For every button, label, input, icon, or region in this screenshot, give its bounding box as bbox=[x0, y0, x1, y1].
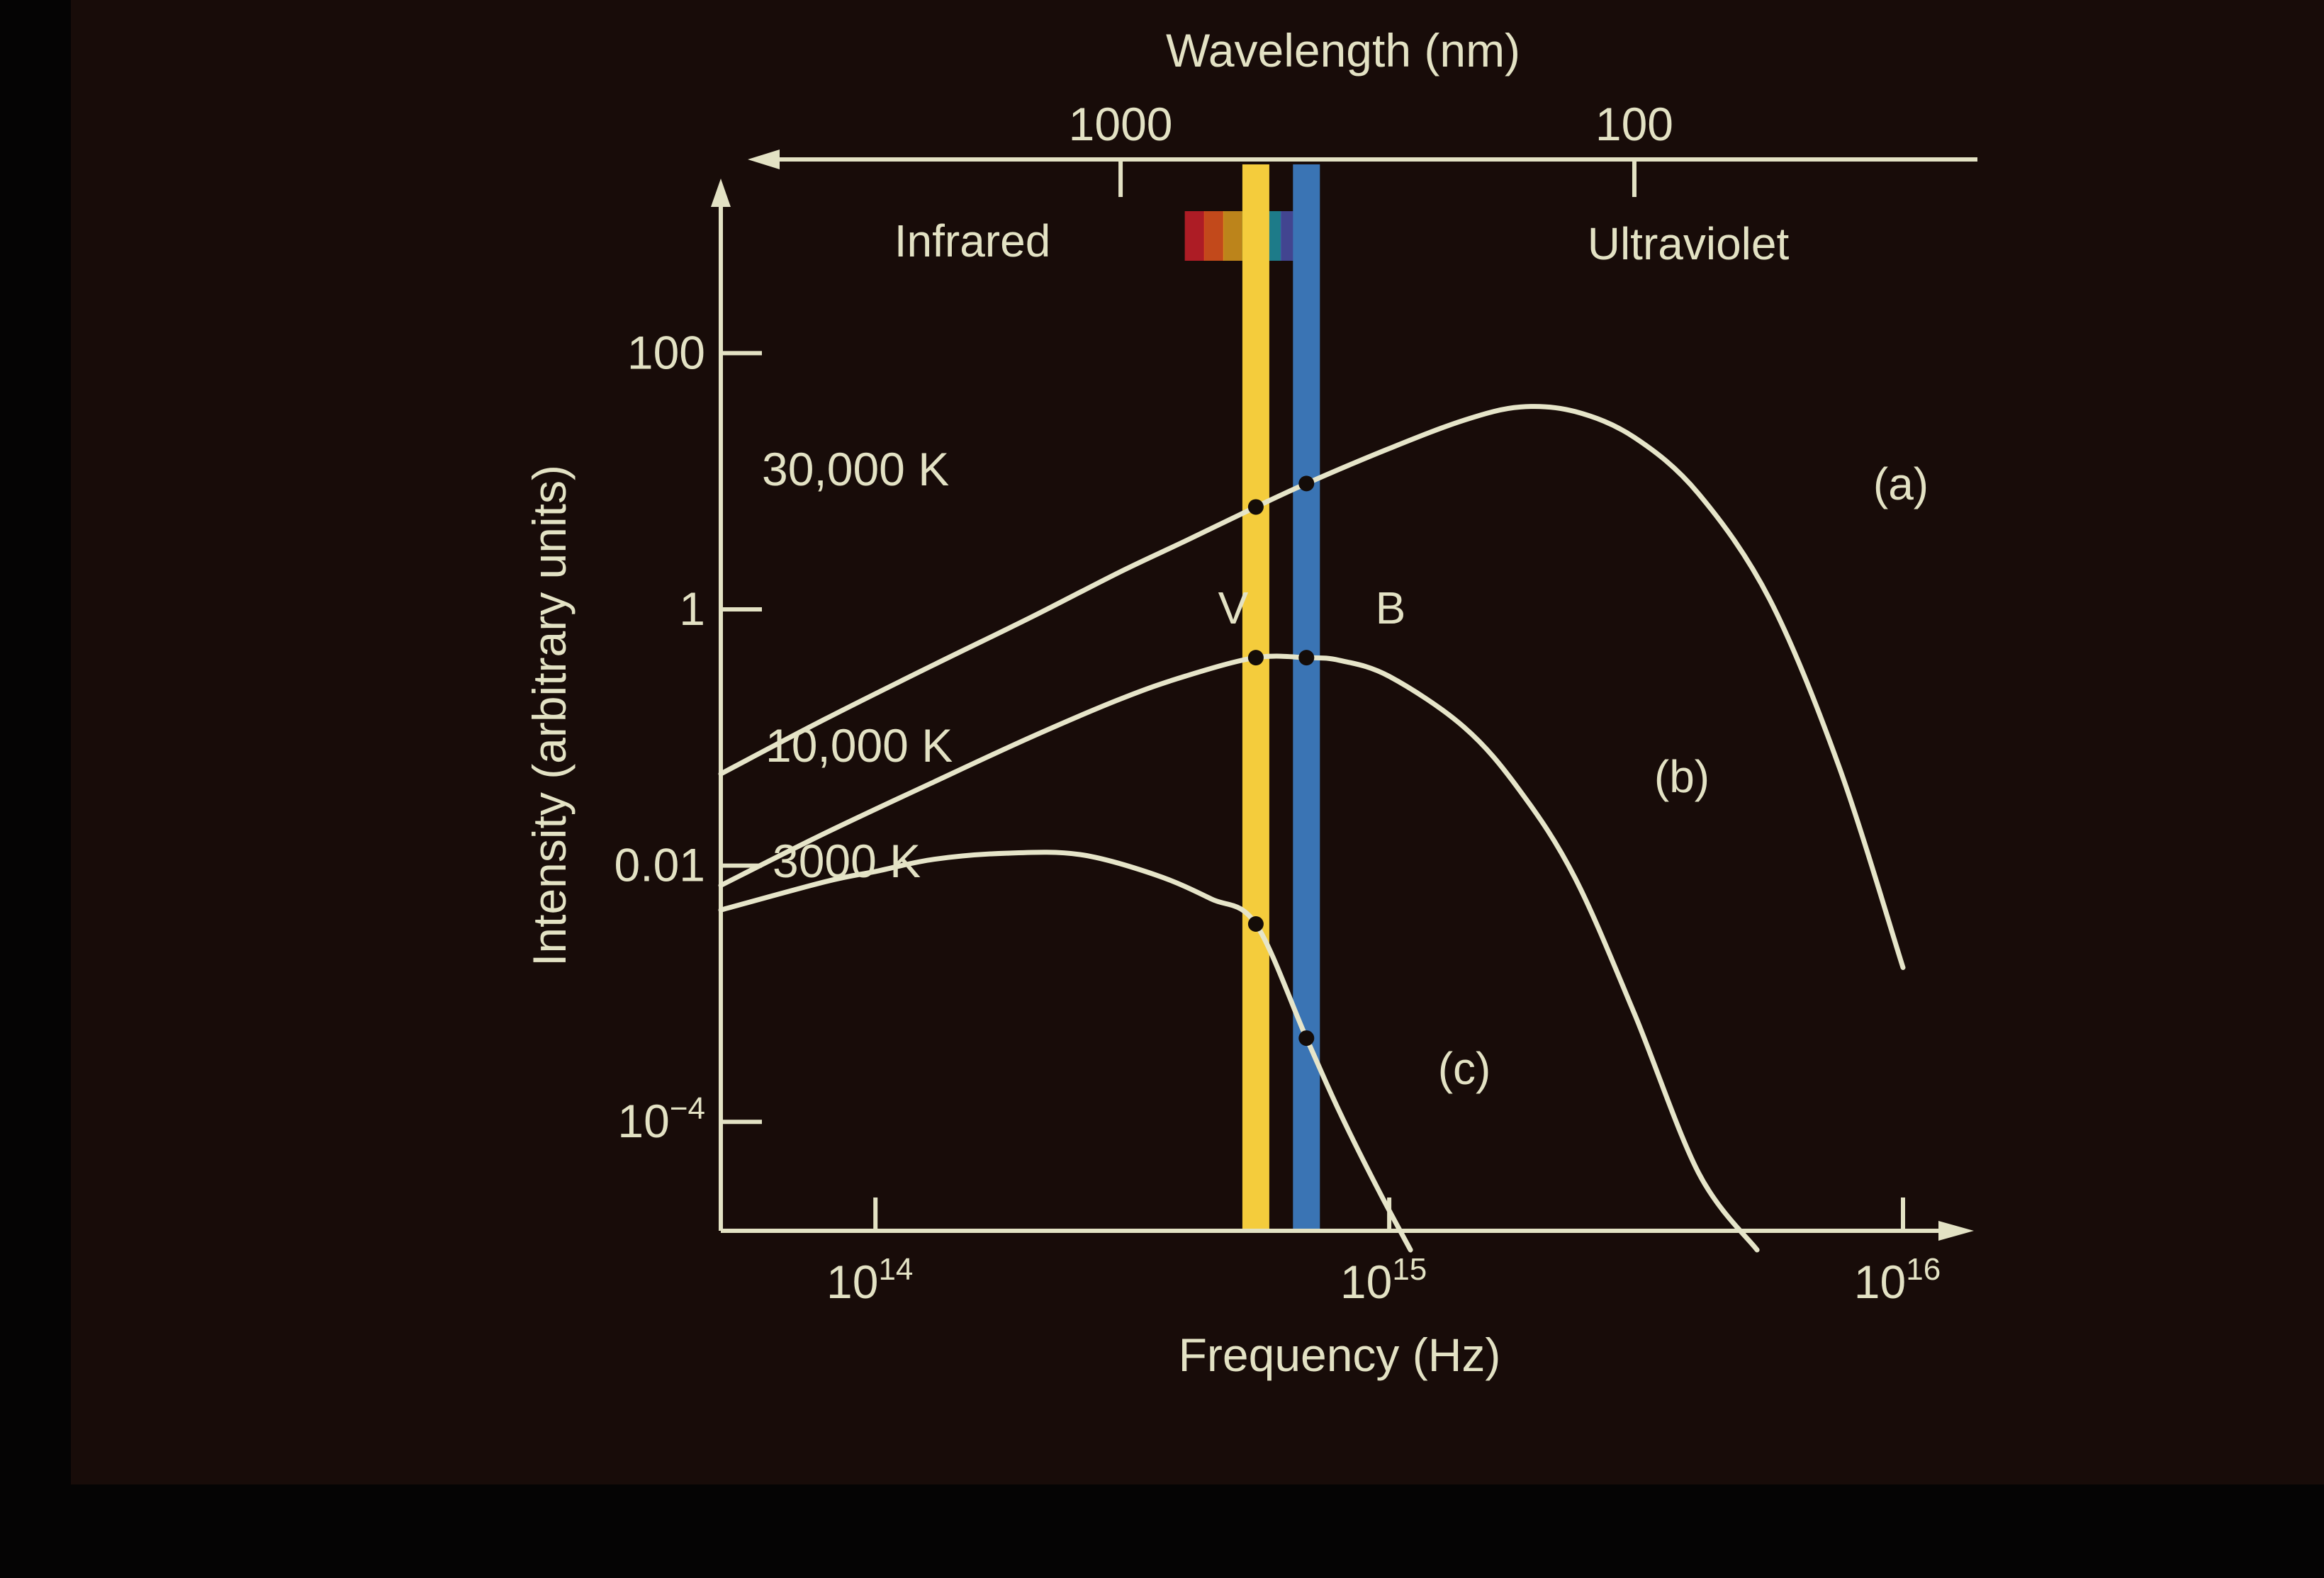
band-label-b: B bbox=[1376, 582, 1406, 633]
spectrum-color-0 bbox=[1184, 211, 1205, 261]
dot-c-v bbox=[1247, 916, 1264, 932]
dot-c-b bbox=[1298, 1030, 1315, 1047]
wavelength-tick-label-0: 1000 bbox=[1069, 98, 1173, 150]
filter-band-v bbox=[1242, 164, 1269, 1229]
dot-b-v bbox=[1247, 650, 1264, 666]
filter-band-b bbox=[1293, 164, 1320, 1229]
dot-b-b bbox=[1298, 650, 1315, 666]
curve-a bbox=[718, 404, 1906, 970]
curve-label-c: (c) bbox=[1438, 1043, 1491, 1094]
x-tick-label-0: 1014 bbox=[826, 1252, 913, 1308]
spectrum-color-2 bbox=[1223, 211, 1243, 261]
y-axis-arrowhead bbox=[711, 179, 731, 207]
y-axis-title: Intensity (arbitrary units) bbox=[523, 465, 576, 966]
series-c-temperature-label: 3000 K bbox=[773, 835, 921, 887]
series-b-temperature-label: 10,000 K bbox=[765, 719, 953, 772]
wavelength-tick-label-1: 100 bbox=[1595, 98, 1673, 150]
curve-label-b: (b) bbox=[1654, 751, 1710, 802]
region-label-ultraviolet: Ultraviolet bbox=[1588, 218, 1790, 269]
dot-a-v bbox=[1247, 499, 1264, 515]
y-tick-label-0: 100 bbox=[627, 326, 705, 378]
wavelength-axis-title: Wavelength (nm) bbox=[1166, 24, 1520, 77]
band-label-v: V bbox=[1218, 582, 1249, 633]
x-tick-label-2: 1016 bbox=[1854, 1252, 1941, 1308]
curves bbox=[718, 404, 1906, 1253]
x-tick-label-1: 1015 bbox=[1340, 1252, 1427, 1308]
curve-c bbox=[718, 850, 1413, 1253]
x-axis-arrowhead bbox=[1938, 1221, 1974, 1241]
y-tick-label-1: 1 bbox=[679, 582, 705, 635]
curve-label-a: (a) bbox=[1873, 458, 1929, 509]
y-tick-label-2: 0.01 bbox=[614, 839, 705, 891]
x-axis-title: Frequency (Hz) bbox=[1179, 1329, 1501, 1381]
axis-ticks: 1014 1015 1016 100 1 0.01 10−4 1000 100 bbox=[614, 98, 1941, 1308]
y-tick-label-3: 10−4 bbox=[617, 1091, 705, 1147]
series-a-temperature-label: 30,000 K bbox=[762, 443, 949, 495]
band-intersection-dots bbox=[1247, 475, 1315, 1047]
spectrum-color-1 bbox=[1203, 211, 1224, 261]
dot-a-b bbox=[1298, 475, 1315, 492]
filter-bands bbox=[1242, 164, 1320, 1229]
wavelength-axis-arrowhead bbox=[748, 150, 780, 169]
region-label-infrared: Infrared bbox=[894, 215, 1051, 266]
curve-b bbox=[718, 653, 1760, 1253]
